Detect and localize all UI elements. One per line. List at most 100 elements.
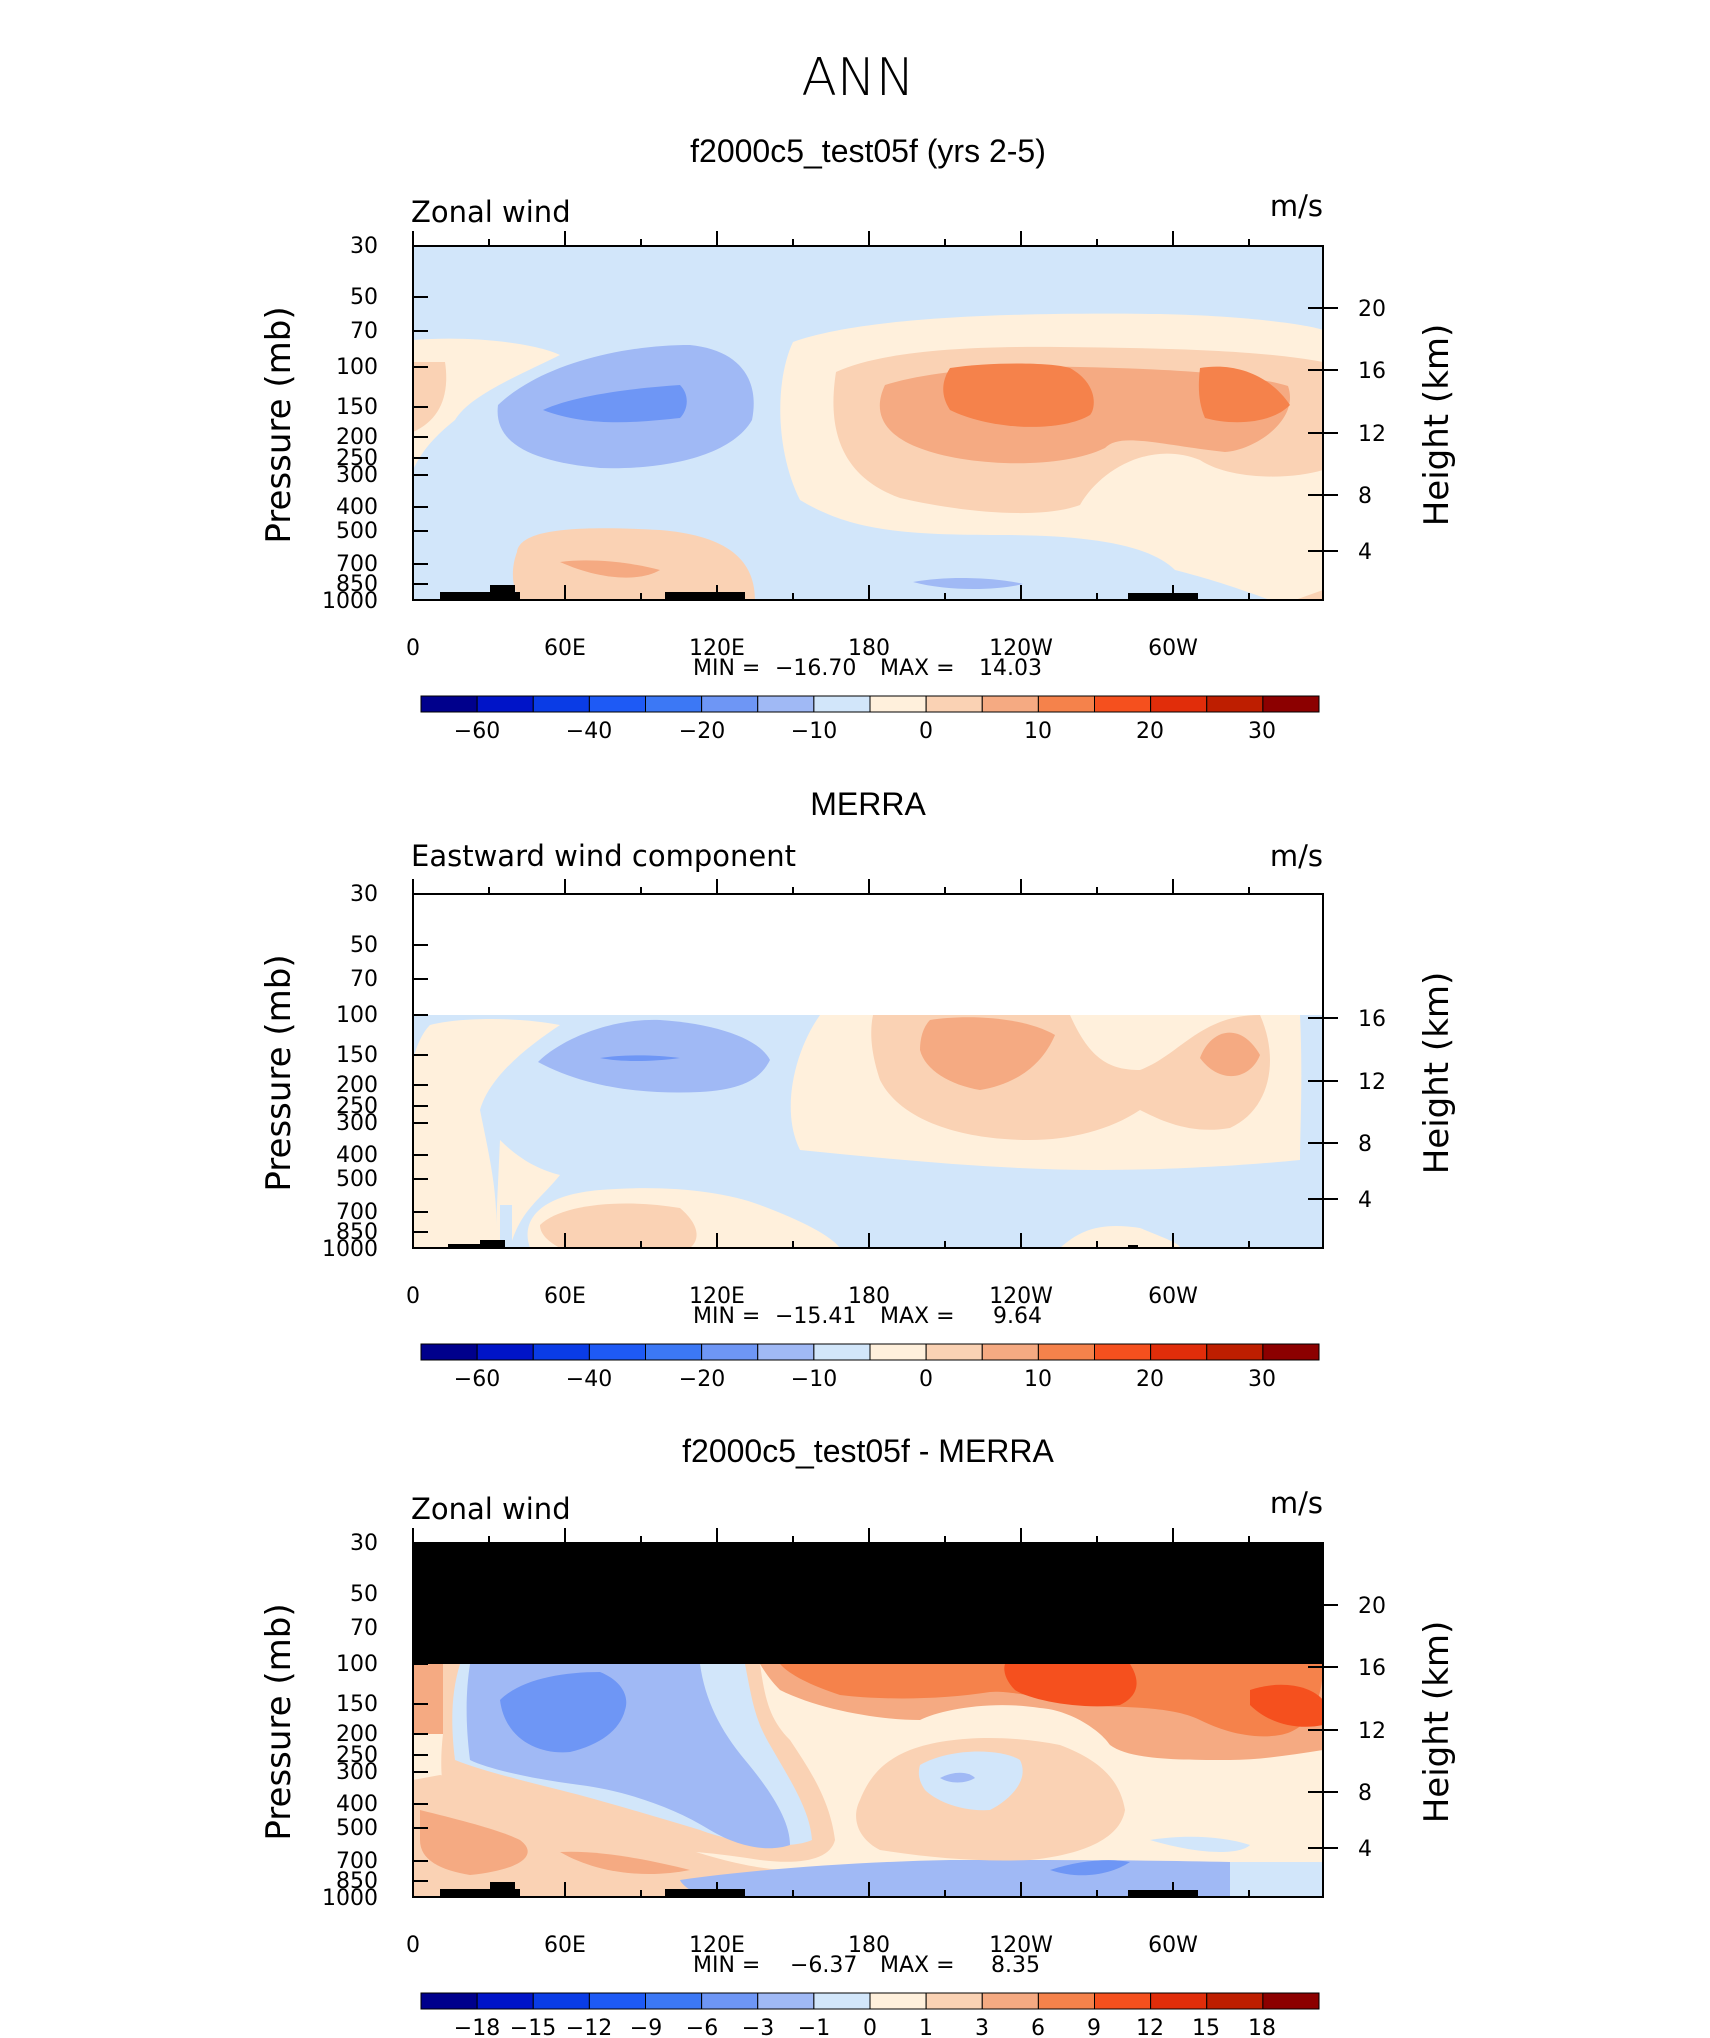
colorbar-box [925,1343,983,1361]
y-tick-label: 1000 [322,1886,378,1911]
colorbar-box [701,695,759,713]
y-axis-label: Pressure (mb) [259,306,299,543]
colorbar-box [757,1343,815,1361]
colorbar-box [981,1343,1039,1361]
colorbar-box [757,1992,815,2010]
x-ticks [412,879,1250,1248]
colorbar-label: −12 [566,2016,612,2038]
colorbar-box [869,695,927,713]
panel-merra: MERRA Eastward wind component m/s [259,786,1457,1392]
max-value: 9.64 [993,1304,1042,1329]
colorbar-label: 15 [1192,2016,1220,2038]
y-tick-label: 100 [336,1652,378,1677]
y-axis-label-right: Height (km) [1417,324,1457,527]
min-label: MIN = [693,1304,760,1329]
y-tick-labels: 30 50 70 100 150 200 250 300 400 500 700… [322,882,378,1262]
units-label: m/s [1270,189,1323,223]
y-tick-label: 30 [350,234,378,259]
colorbar-box [588,1343,647,1361]
min-value: −6.37 [790,1953,857,1978]
field-label: Zonal wind [411,1492,571,1526]
x-tick-label: 60E [544,1284,586,1309]
colorbar-box [476,1343,534,1361]
colorbar-box [532,1992,590,2010]
y-axis-label-right: Height (km) [1417,972,1457,1175]
colorbar-label: 20 [1136,719,1164,744]
y-tick-label: 300 [336,1760,378,1785]
colorbar-box [701,1343,759,1361]
colorbar-label: 6 [1031,2016,1045,2038]
height-tick-label: 8 [1358,484,1372,509]
colorbar-label: 9 [1087,2016,1101,2038]
colorbar-label: −15 [510,2016,556,2038]
colorbar-box [981,1992,1039,2010]
y-tick-label: 30 [350,882,378,907]
colorbar-labels: −18 −15 −12 −9 −6 −3 −1 0 1 3 6 9 12 15 … [454,2016,1276,2038]
y-tick-label: 850 [336,572,378,597]
page-title: ANN [801,48,914,108]
colorbar-box [1262,695,1320,713]
colorbar-label: −9 [630,2016,662,2038]
colorbar-label: 30 [1248,1367,1276,1392]
height-tick-label: 20 [1358,1594,1386,1619]
x-tick-label: 120W [989,1933,1053,1958]
y-axis-label: Pressure (mb) [259,954,299,1191]
y-tick-label: 850 [336,1220,378,1245]
max-label: MAX = [880,1304,955,1329]
colorbar-box [925,695,983,713]
colorbar-label: 30 [1248,719,1276,744]
x-tick-labels: 0 60E 120E 180 120W 60W [406,636,1198,661]
x-tick-label: 60E [544,1933,586,1958]
x-tick-label: 120E [689,636,745,661]
panel-model: f2000c5_test05f (yrs 2-5) Zonal wind m/s [259,133,1457,744]
colorbar-label: 12 [1136,2016,1164,2038]
y-tick-label: 50 [350,285,378,310]
colorbar-box [532,1343,590,1361]
colorbar-box [1206,1992,1264,2010]
min-max-stats: MIN = −16.70 MAX = 14.03 [693,656,1042,681]
colorbar-box [1094,1343,1152,1361]
colorbar: −18 −15 −12 −9 −6 −3 −1 0 1 3 6 9 12 15 … [420,1992,1320,2038]
panel-title: f2000c5_test05f - MERRA [682,1433,1054,1469]
height-tick-label: 8 [1358,1781,1372,1806]
y-tick-label: 500 [336,1167,378,1192]
colorbar-box [1037,695,1096,713]
contour-field [413,894,1323,1248]
colorbar-box [1206,695,1264,713]
y-tick-labels: 30 50 70 100 150 200 250 300 400 500 700… [322,1531,378,1911]
colorbar-label: −3 [742,2016,774,2038]
y-tick-label: 200 [336,1073,378,1098]
colorbar-box [1262,1343,1320,1361]
colorbar-box [925,1992,983,2010]
colorbar-boxes [420,695,1320,713]
colorbar-label: −60 [454,719,500,744]
colorbar-label: 10 [1024,1367,1052,1392]
panel-title: f2000c5_test05f (yrs 2-5) [690,133,1046,169]
height-tick-label: 16 [1358,1007,1386,1032]
y-tick-label: 150 [336,1692,378,1717]
colorbar-box [757,695,815,713]
units-label: m/s [1270,839,1323,873]
colorbar-label: −40 [566,719,612,744]
colorbar-label: 0 [919,719,933,744]
y-tick-label: 300 [336,1111,378,1136]
y-tick-label: 400 [336,495,378,520]
colorbar-box [1206,1343,1264,1361]
y-axis-label: Pressure (mb) [259,1603,299,1840]
height-tick-label: 16 [1358,1656,1386,1681]
x-tick-label: 180 [848,1933,890,1958]
y-tick-label: 70 [350,1616,378,1641]
x-tick-label: 120E [689,1933,745,1958]
y-tick-label: 70 [350,967,378,992]
x-tick-label: 180 [848,1284,890,1309]
y-tick-label: 500 [336,1816,378,1841]
colorbar-box [420,1992,478,2010]
y-tick-labels: 30 50 70 100 150 200 250 300 400 500 700… [322,234,378,614]
max-value: 14.03 [979,656,1042,681]
x-tick-label: 0 [406,636,420,661]
field-label: Zonal wind [411,195,571,229]
y-tick-label: 700 [336,1849,378,1874]
min-value: −16.70 [775,656,856,681]
contour-field [413,246,1323,600]
